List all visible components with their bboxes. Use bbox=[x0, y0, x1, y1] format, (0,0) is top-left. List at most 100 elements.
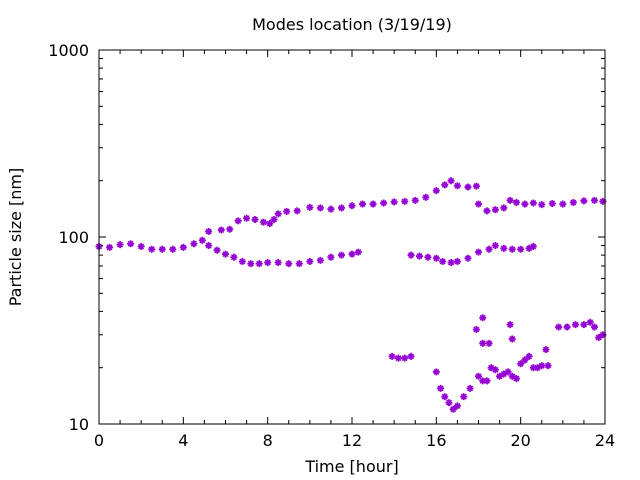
data-point bbox=[238, 257, 246, 265]
data-point bbox=[179, 243, 187, 251]
data-point bbox=[348, 202, 356, 210]
data-point bbox=[388, 352, 396, 360]
data-point bbox=[544, 362, 552, 370]
data-point bbox=[475, 372, 482, 380]
data-point bbox=[491, 366, 499, 374]
data-point bbox=[590, 323, 598, 331]
data-point bbox=[475, 200, 482, 208]
data-point bbox=[525, 352, 533, 360]
data-point bbox=[580, 321, 588, 329]
data-point bbox=[259, 218, 267, 226]
data-point bbox=[295, 260, 303, 268]
data-point bbox=[274, 210, 282, 218]
data-point bbox=[475, 248, 482, 256]
data-point bbox=[538, 201, 546, 209]
data-point bbox=[247, 260, 255, 268]
data-point bbox=[327, 205, 335, 213]
data-point bbox=[483, 377, 491, 385]
data-point bbox=[234, 217, 242, 225]
data-point bbox=[445, 399, 453, 407]
data-point bbox=[213, 246, 221, 254]
data-point bbox=[222, 250, 229, 258]
data-point bbox=[251, 216, 259, 224]
data-point bbox=[590, 196, 598, 204]
y-tick-label: 1000 bbox=[48, 41, 89, 60]
data-point bbox=[441, 393, 449, 401]
tick-labels: 0 4 8 12 16 20 24 10 100 1000 bbox=[48, 41, 615, 450]
data-point bbox=[432, 368, 440, 376]
data-point bbox=[407, 251, 415, 259]
chart-title: Modes location (3/19/19) bbox=[252, 15, 452, 34]
data-point bbox=[466, 384, 474, 392]
data-point bbox=[401, 354, 409, 362]
data-point bbox=[198, 236, 206, 244]
data-point bbox=[327, 253, 335, 261]
data-point bbox=[226, 225, 234, 233]
data-point bbox=[422, 193, 430, 201]
data-point bbox=[369, 200, 377, 208]
data-point bbox=[529, 242, 537, 250]
data-point bbox=[411, 196, 419, 204]
data-point bbox=[401, 197, 409, 205]
data-point bbox=[508, 335, 516, 343]
data-point bbox=[255, 260, 263, 268]
plot-frame bbox=[98, 49, 606, 425]
data-point bbox=[453, 257, 461, 265]
data-point bbox=[485, 245, 493, 253]
data-point bbox=[116, 241, 124, 249]
y-tick-label: 10 bbox=[69, 415, 89, 434]
data-point bbox=[424, 253, 432, 261]
data-point bbox=[506, 321, 514, 329]
axis-ticks bbox=[98, 50, 606, 425]
data-point bbox=[348, 250, 356, 258]
data-point bbox=[127, 240, 135, 248]
x-tick-label: 0 bbox=[94, 431, 104, 450]
data-point bbox=[508, 245, 516, 253]
data-point bbox=[439, 257, 447, 265]
data-point bbox=[586, 318, 594, 326]
data-point bbox=[390, 198, 398, 206]
data-point bbox=[437, 384, 445, 392]
data-point bbox=[483, 207, 491, 215]
data-point bbox=[521, 200, 529, 208]
data-point bbox=[491, 206, 499, 214]
data-point bbox=[453, 402, 461, 410]
data-point bbox=[407, 352, 415, 360]
x-tick-label: 4 bbox=[178, 431, 188, 450]
data-point bbox=[500, 244, 508, 252]
data-point bbox=[559, 200, 567, 208]
data-point bbox=[380, 199, 388, 207]
x-tick-label: 16 bbox=[426, 431, 446, 450]
data-point bbox=[569, 198, 577, 206]
data-point bbox=[447, 177, 455, 185]
data-point bbox=[205, 242, 213, 250]
data-point bbox=[394, 354, 402, 362]
data-point bbox=[441, 181, 449, 189]
data-point bbox=[472, 326, 480, 334]
data-point bbox=[563, 323, 571, 331]
data-point bbox=[306, 203, 314, 211]
data-point bbox=[485, 339, 493, 347]
data-point bbox=[266, 220, 274, 228]
data-point bbox=[517, 245, 525, 253]
data-point bbox=[158, 245, 166, 253]
data-point bbox=[479, 339, 487, 347]
data-point bbox=[580, 197, 588, 205]
x-tick-label: 12 bbox=[342, 431, 362, 450]
data-point bbox=[464, 254, 472, 262]
data-point bbox=[264, 259, 272, 267]
data-point bbox=[491, 242, 499, 250]
data-point bbox=[538, 362, 546, 370]
data-point bbox=[529, 199, 537, 207]
data-point bbox=[337, 204, 345, 212]
data-point bbox=[285, 260, 293, 268]
data-point bbox=[270, 216, 278, 224]
data-point bbox=[542, 346, 550, 354]
data-point bbox=[504, 368, 512, 376]
data-point bbox=[432, 254, 440, 262]
data-point bbox=[415, 252, 423, 260]
data-point bbox=[354, 248, 362, 256]
data-point bbox=[306, 257, 314, 265]
data-point bbox=[316, 204, 324, 212]
data-point bbox=[512, 198, 520, 206]
